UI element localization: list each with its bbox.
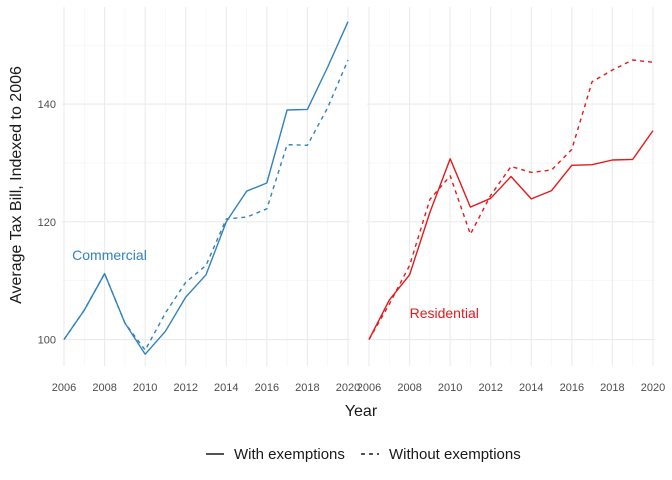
x-tick-label: 2014 (519, 382, 543, 394)
y-tick-label: 100 (38, 335, 56, 347)
y-tick-label: 120 (38, 217, 56, 229)
panel-commercial: 2006 2008 2010 2012 2014 2016 2018 2020 100 120 14… (38, 7, 360, 394)
x-tick-label: 2018 (295, 382, 319, 394)
y-tick-label: 140 (38, 99, 56, 111)
legend-label-without-exemptions: Without exemptions (389, 446, 521, 463)
x-tick-label: 2016 (255, 382, 279, 394)
panel-label: Commercial (72, 247, 147, 263)
x-axis-title: Year (345, 403, 378, 420)
series-line-without-exemptions (63, 59, 349, 351)
x-tick-label: 2010 (438, 382, 462, 394)
panel-residential: 2006 2008 2010 2012 2014 2016 2018 2020 Resident… (357, 7, 665, 394)
x-tick-label: 2010 (133, 382, 157, 394)
x-tick-label: 2014 (214, 382, 238, 394)
x-tick-label: 2008 (397, 382, 421, 394)
x-tick-label: 2012 (173, 382, 197, 394)
series-line-with-exemptions (63, 21, 349, 355)
panel-label: Residential (410, 305, 479, 321)
legend: With exemptions Without exemptions (206, 446, 521, 463)
x-tick-label: 2008 (92, 382, 116, 394)
series-line-with-exemptions (368, 130, 654, 340)
legend-label-with-exemptions: With exemptions (234, 446, 345, 463)
x-tick-label: 2006 (52, 382, 76, 394)
x-tick-label: 2020 (336, 382, 360, 394)
y-axis-title: Average Tax Bill, Indexed to 2006 (8, 66, 25, 304)
x-tick-label: 2018 (600, 382, 624, 394)
series-line-without-exemptions (368, 59, 654, 340)
x-tick-label: 2016 (560, 382, 584, 394)
x-tick-label: 2020 (641, 382, 665, 394)
x-tick-label: 2012 (478, 382, 502, 394)
x-tick-label: 2006 (357, 382, 381, 394)
